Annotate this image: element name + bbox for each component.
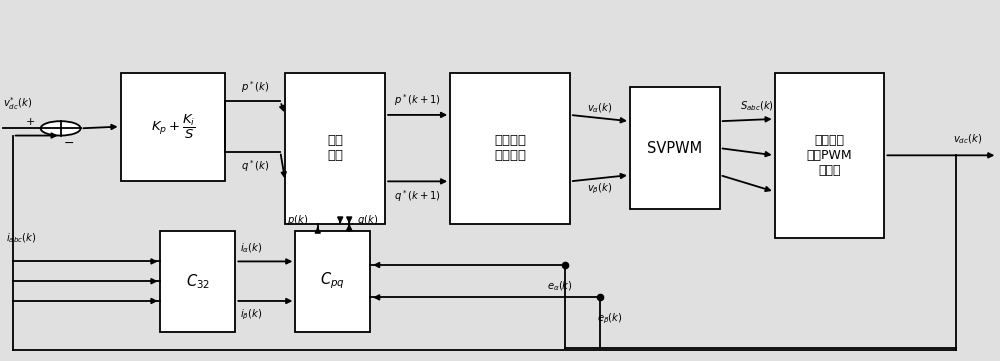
Text: 无差拍功
率控制器: 无差拍功 率控制器 [494,134,526,162]
Text: $q^*(k+1)$: $q^*(k+1)$ [394,188,441,204]
FancyBboxPatch shape [285,73,385,224]
FancyBboxPatch shape [450,73,570,224]
Text: $q^*(k)$: $q^*(k)$ [241,158,269,174]
Text: SVPWM: SVPWM [647,141,702,156]
Text: $v_{dc}(k)$: $v_{dc}(k)$ [953,133,982,146]
Text: $p^*(k)$: $p^*(k)$ [241,79,269,95]
Text: $p(k)$: $p(k)$ [287,213,308,227]
Text: 反馈
补偿: 反馈 补偿 [327,134,343,162]
Text: $C_{pq}$: $C_{pq}$ [320,271,345,291]
Text: $i_{\alpha}(k)$: $i_{\alpha}(k)$ [240,242,263,255]
Text: $S_{abc}(k)$: $S_{abc}(k)$ [740,100,774,113]
Text: $v_{\alpha}(k)$: $v_{\alpha}(k)$ [587,101,613,115]
Text: 三相电压
源型PWM
变流器: 三相电压 源型PWM 变流器 [807,134,852,177]
Text: $v_{dc}^{*}(k)$: $v_{dc}^{*}(k)$ [3,95,32,112]
Text: −: − [64,136,74,149]
FancyBboxPatch shape [295,231,370,331]
Circle shape [41,121,81,135]
Text: $e_{\alpha}(k)$: $e_{\alpha}(k)$ [547,279,573,293]
Text: +: + [26,117,36,127]
Text: $i_{\beta}(k)$: $i_{\beta}(k)$ [240,308,263,322]
Text: $i_{abc}(k)$: $i_{abc}(k)$ [6,232,36,245]
FancyBboxPatch shape [160,231,235,331]
FancyBboxPatch shape [121,73,225,180]
Text: $v_{\beta}(k)$: $v_{\beta}(k)$ [587,182,613,196]
FancyBboxPatch shape [630,87,720,209]
Text: $p^*(k+1)$: $p^*(k+1)$ [394,93,441,108]
Text: $q(k)$: $q(k)$ [357,213,378,227]
Text: $K_p+\dfrac{K_i}{S}$: $K_p+\dfrac{K_i}{S}$ [151,112,195,141]
FancyBboxPatch shape [775,73,884,238]
Text: $e_{\beta}(k)$: $e_{\beta}(k)$ [597,312,623,326]
Text: $C_{32}$: $C_{32}$ [186,272,210,291]
